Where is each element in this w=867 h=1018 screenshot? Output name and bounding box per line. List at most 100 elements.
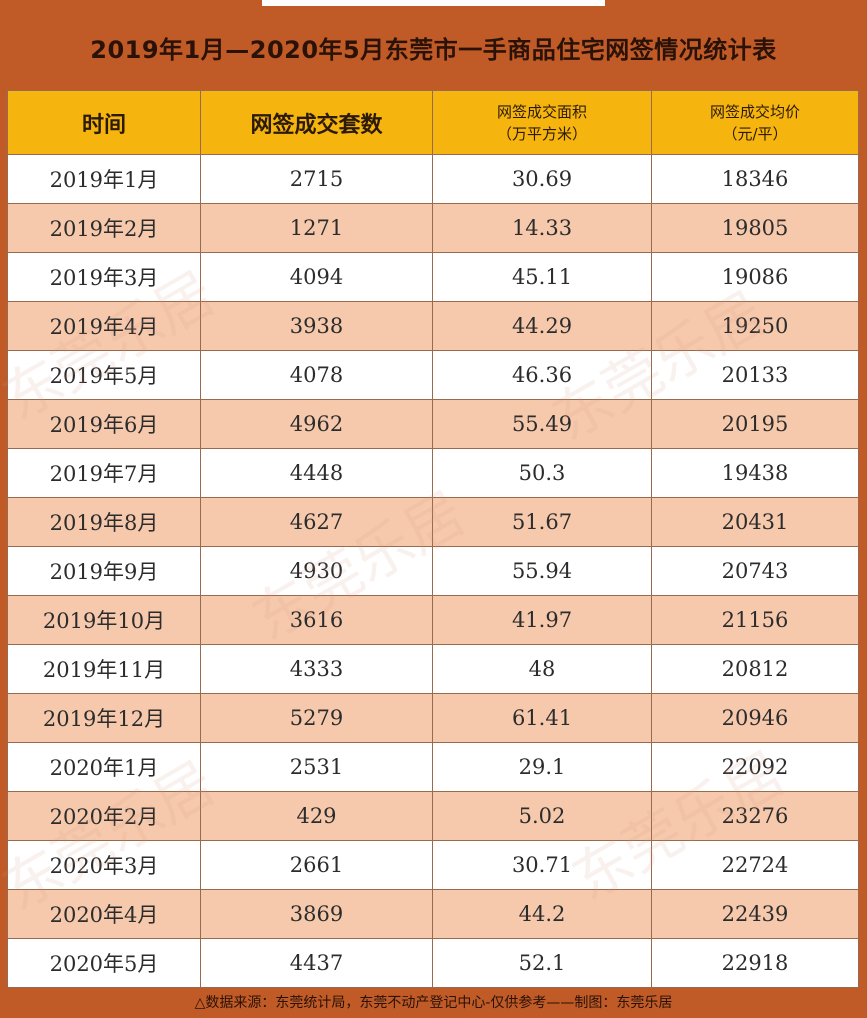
cell-time: 2019年3月 (7, 252, 201, 302)
table-row: 2019年7月 4448 50.3 19438 (7, 448, 859, 498)
cell-time: 2019年10月 (7, 595, 201, 645)
cell-units: 4437 (200, 938, 433, 988)
cell-time: 2019年9月 (7, 546, 201, 596)
cell-price: 20195 (651, 399, 859, 449)
header-price-line2: （元/平） (722, 124, 788, 143)
cell-price: 20431 (651, 497, 859, 547)
table-row: 2019年3月 4094 45.11 19086 (7, 252, 859, 302)
cell-time: 2019年1月 (7, 154, 201, 204)
table-row: 2020年3月 2661 30.71 22724 (7, 840, 859, 890)
header-price-line1: 网签成交均价 (709, 102, 800, 121)
cell-units: 3616 (200, 595, 433, 645)
header-area-line2: （万平方米） (496, 124, 587, 143)
cell-units: 3938 (200, 301, 433, 351)
cell-area: 61.41 (432, 693, 652, 743)
cell-area: 30.71 (432, 840, 652, 890)
cell-units: 4627 (200, 497, 433, 547)
cell-time: 2020年1月 (7, 742, 201, 792)
header-area: 网签成交面积 （万平方米） (432, 90, 652, 155)
cell-price: 18346 (651, 154, 859, 204)
table-row: 2020年1月 2531 29.1 22092 (7, 742, 859, 792)
cell-units: 429 (200, 791, 433, 841)
footer-bar: △数据来源：东莞统计局，东莞不动产登记中心-仅供参考——制图：东莞乐居 (0, 986, 867, 1018)
cell-time: 2019年2月 (7, 203, 201, 253)
table-row: 2019年1月 2715 30.69 18346 (7, 154, 859, 204)
cell-time: 2020年5月 (7, 938, 201, 988)
cell-time: 2019年11月 (7, 644, 201, 694)
cell-area: 44.29 (432, 301, 652, 351)
cell-time: 2019年12月 (7, 693, 201, 743)
top-notch (262, 0, 605, 6)
cell-price: 22439 (651, 889, 859, 939)
cell-units: 5279 (200, 693, 433, 743)
table-row: 2019年2月 1271 14.33 19805 (7, 203, 859, 253)
cell-area: 51.67 (432, 497, 652, 547)
cell-price: 20743 (651, 546, 859, 596)
table-row: 2019年12月 5279 61.41 20946 (7, 693, 859, 743)
cell-price: 23276 (651, 791, 859, 841)
cell-area: 29.1 (432, 742, 652, 792)
cell-price: 20133 (651, 350, 859, 400)
cell-area: 44.2 (432, 889, 652, 939)
cell-price: 19086 (651, 252, 859, 302)
cell-price: 21156 (651, 595, 859, 645)
cell-time: 2019年8月 (7, 497, 201, 547)
cell-price: 22724 (651, 840, 859, 890)
header-time: 时间 (7, 90, 201, 155)
cell-time: 2020年2月 (7, 791, 201, 841)
cell-time: 2019年5月 (7, 350, 201, 400)
cell-price: 20812 (651, 644, 859, 694)
table-row: 2020年5月 4437 52.1 22918 (7, 938, 859, 988)
cell-time: 2019年7月 (7, 448, 201, 498)
cell-price: 19805 (651, 203, 859, 253)
cell-area: 46.36 (432, 350, 652, 400)
cell-area: 41.97 (432, 595, 652, 645)
header-area-line1: 网签成交面积 (496, 102, 587, 121)
cell-units: 4094 (200, 252, 433, 302)
cell-units: 2531 (200, 742, 433, 792)
cell-price: 22092 (651, 742, 859, 792)
statistics-table: 时间 网签成交套数 网签成交面积 （万平方米） 网签成交均价 （元/平） 201… (7, 90, 859, 988)
cell-time: 2019年4月 (7, 301, 201, 351)
cell-units: 1271 (200, 203, 433, 253)
cell-time: 2020年4月 (7, 889, 201, 939)
table-row: 2019年6月 4962 55.49 20195 (7, 399, 859, 449)
cell-units: 4333 (200, 644, 433, 694)
table-row: 2019年4月 3938 44.29 19250 (7, 301, 859, 351)
table-row: 2019年9月 4930 55.94 20743 (7, 546, 859, 596)
cell-price: 19438 (651, 448, 859, 498)
cell-area: 14.33 (432, 203, 652, 253)
footer-source-note: △数据来源：东莞统计局，东莞不动产登记中心-仅供参考——制图：东莞乐居 (194, 995, 673, 1011)
cell-time: 2019年6月 (7, 399, 201, 449)
table-title: 2019年1月—2020年5月东莞市一手商品住宅网签情况统计表 (90, 35, 777, 64)
header-price: 网签成交均价 （元/平） (651, 90, 859, 155)
table-row: 2019年5月 4078 46.36 20133 (7, 350, 859, 400)
cell-area: 52.1 (432, 938, 652, 988)
cell-area: 55.94 (432, 546, 652, 596)
cell-area: 50.3 (432, 448, 652, 498)
table-row: 2020年2月 429 5.02 23276 (7, 791, 859, 841)
cell-area: 30.69 (432, 154, 652, 204)
table-row: 2019年8月 4627 51.67 20431 (7, 497, 859, 547)
header-units: 网签成交套数 (200, 90, 433, 155)
header-row: 时间 网签成交套数 网签成交面积 （万平方米） 网签成交均价 （元/平） (7, 90, 859, 155)
cell-units: 2661 (200, 840, 433, 890)
cell-price: 19250 (651, 301, 859, 351)
cell-area: 55.49 (432, 399, 652, 449)
cell-units: 4930 (200, 546, 433, 596)
cell-units: 2715 (200, 154, 433, 204)
cell-units: 4078 (200, 350, 433, 400)
cell-area: 48 (432, 644, 652, 694)
table-row: 2020年4月 3869 44.2 22439 (7, 889, 859, 939)
cell-time: 2020年3月 (7, 840, 201, 890)
cell-price: 22918 (651, 938, 859, 988)
cell-area: 45.11 (432, 252, 652, 302)
table-row: 2019年11月 4333 48 20812 (7, 644, 859, 694)
cell-area: 5.02 (432, 791, 652, 841)
cell-units: 3869 (200, 889, 433, 939)
title-bar: 2019年1月—2020年5月东莞市一手商品住宅网签情况统计表 (0, 6, 867, 88)
cell-units: 4962 (200, 399, 433, 449)
cell-price: 20946 (651, 693, 859, 743)
cell-units: 4448 (200, 448, 433, 498)
table-row: 2019年10月 3616 41.97 21156 (7, 595, 859, 645)
